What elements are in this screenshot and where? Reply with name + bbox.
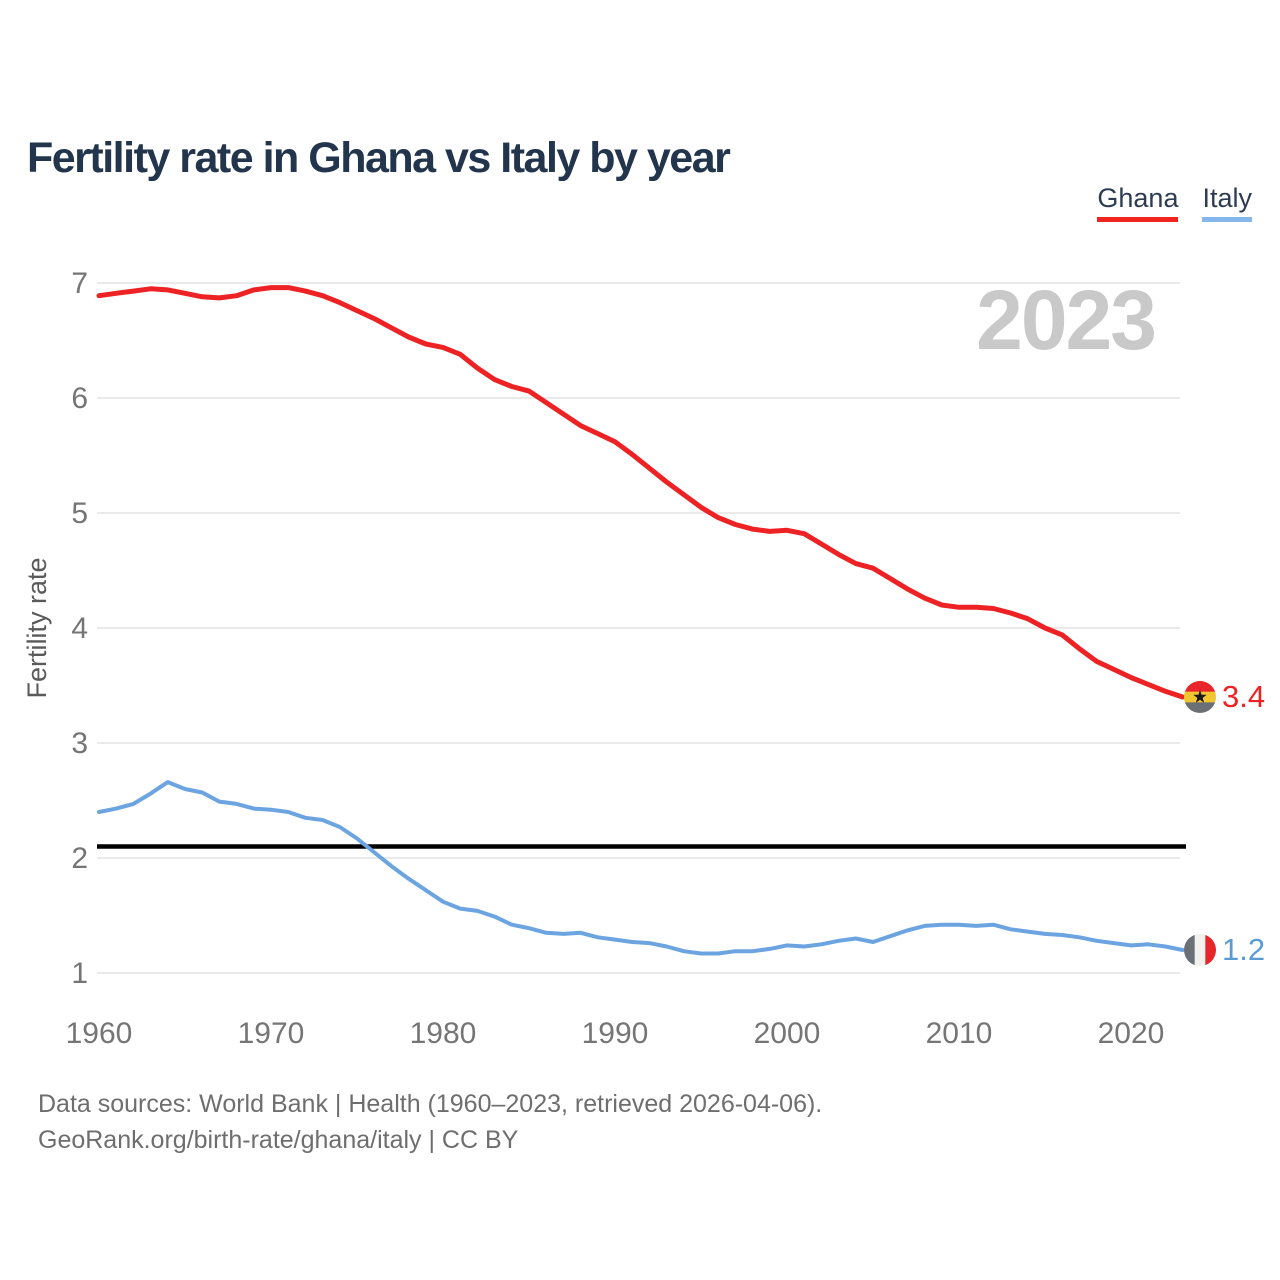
x-tick-label: 2020 — [1098, 1017, 1165, 1050]
x-tick-label: 1980 — [410, 1017, 477, 1050]
y-tick-label: 7 — [71, 267, 88, 300]
year-watermark: 2023 — [976, 273, 1157, 367]
legend-label-italy: Italy — [1202, 183, 1252, 213]
italy-flag-icon — [1184, 934, 1216, 966]
y-tick-label: 6 — [71, 382, 88, 415]
italy-end-value-label: 1.2 — [1222, 932, 1266, 967]
italy-line — [97, 780, 1185, 956]
ghana-star-icon — [1193, 690, 1207, 703]
ghana-flag-icon — [1184, 681, 1216, 713]
x-tick-label: 2010 — [926, 1017, 993, 1050]
legend: Ghana Italy — [1097, 183, 1252, 222]
y-tick-label: 2 — [71, 842, 88, 875]
ghana-end-value-label: 3.4 — [1222, 679, 1266, 714]
y-tick-label: 4 — [71, 612, 88, 645]
source-line-2: GeoRank.org/birth-rate/ghana/italy | CC … — [38, 1126, 519, 1154]
source-line-1: Data sources: World Bank | Health (1960–… — [38, 1090, 823, 1118]
legend-item-ghana[interactable]: Ghana — [1097, 183, 1179, 222]
legend-item-italy[interactable]: Italy — [1202, 183, 1252, 222]
y-tick-label: 3 — [71, 727, 88, 760]
legend-label-ghana: Ghana — [1097, 183, 1179, 213]
chart-title: Fertility rate in Ghana vs Italy by year — [27, 133, 731, 182]
y-tick-label: 5 — [71, 497, 88, 530]
x-tick-label: 1990 — [582, 1017, 649, 1050]
y-tick-label: 1 — [71, 957, 88, 990]
x-tick-label: 1970 — [238, 1017, 305, 1050]
x-tick-label: 2000 — [754, 1017, 821, 1050]
x-tick-label: 1960 — [66, 1017, 133, 1050]
y-axis-title: Fertility rate — [22, 557, 52, 698]
ghana-line — [96, 285, 1186, 700]
